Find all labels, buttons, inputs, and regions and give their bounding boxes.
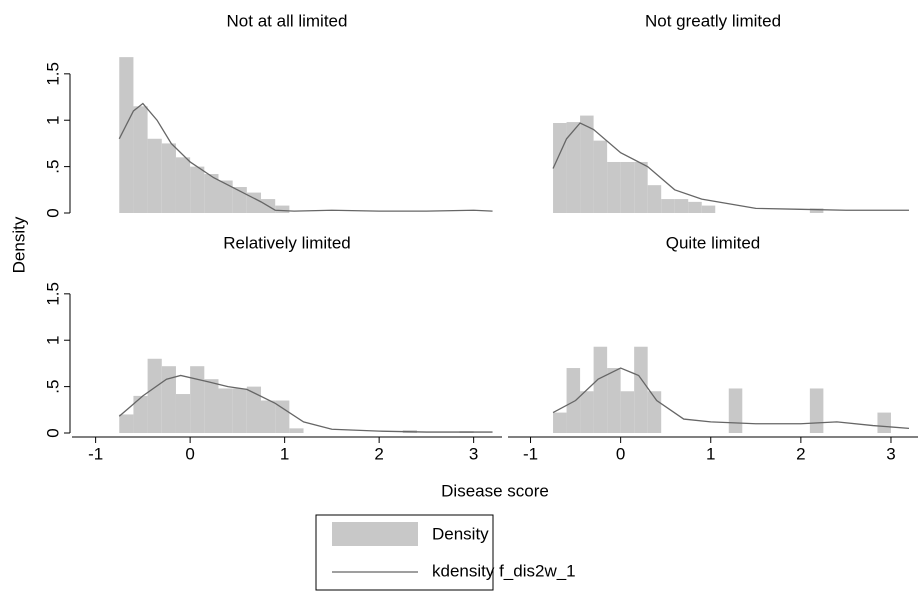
histogram-bar — [661, 199, 675, 213]
histogram-bar — [190, 366, 205, 433]
histogram-bar — [218, 180, 233, 213]
panel-title: Not greatly limited — [645, 11, 781, 30]
x-tick-label: -1 — [523, 444, 538, 463]
y-tick-label: 0 — [43, 208, 62, 217]
histogram-bar — [204, 379, 219, 433]
histogram-bar — [232, 388, 247, 433]
y-tick-label: .5 — [43, 160, 62, 174]
histogram-bar — [119, 414, 134, 433]
y-tick-label: 1.5 — [43, 62, 62, 86]
panel-title: Relatively limited — [223, 233, 351, 252]
histogram-bar — [147, 138, 162, 213]
panel-title: Quite limited — [666, 233, 760, 252]
histogram-bar — [161, 366, 176, 433]
x-tick-label: 2 — [374, 444, 383, 463]
histogram-bar — [261, 400, 276, 433]
histogram-bar — [119, 57, 134, 214]
histogram-bar — [674, 199, 689, 213]
histogram-bar — [175, 157, 191, 213]
y-tick-label: 0 — [43, 428, 62, 437]
x-tick-label: 3 — [886, 444, 895, 463]
histogram-bar — [607, 161, 621, 213]
histogram-bar — [190, 166, 205, 213]
histogram-bar — [877, 412, 891, 433]
histogram-bar — [289, 428, 304, 433]
y-tick-label: 1.5 — [43, 282, 62, 306]
x-tick-label: 2 — [796, 444, 805, 463]
histogram-bar — [809, 208, 824, 213]
histogram-bar — [688, 201, 702, 213]
histogram-bar — [701, 205, 716, 213]
histogram-bar — [133, 106, 148, 213]
histogram-bar — [634, 161, 648, 213]
kde-line — [552, 367, 910, 430]
histogram-bar — [553, 123, 567, 213]
histogram-bar — [133, 395, 148, 433]
histogram-bar — [634, 346, 648, 433]
histogram-bar — [566, 122, 581, 213]
x-axis-label: Disease score — [441, 481, 549, 500]
y-tick-label: 1 — [43, 115, 62, 124]
histogram-bar — [728, 388, 743, 433]
histogram-bar — [647, 185, 662, 213]
histogram-bar — [566, 368, 581, 433]
panel-title: Not at all limited — [227, 11, 348, 30]
legend-label: kdensity f_dis2w_1 — [432, 561, 576, 580]
histogram-bar — [161, 143, 176, 213]
x-tick-label: 0 — [185, 444, 194, 463]
histogram-bar — [147, 358, 162, 433]
x-tick-label: 0 — [616, 444, 625, 463]
histogram-bar — [175, 394, 191, 433]
x-tick-label: -1 — [88, 444, 103, 463]
y-tick-label: .5 — [43, 380, 62, 394]
x-tick-label: 3 — [469, 444, 478, 463]
histogram-bar — [275, 400, 290, 433]
histogram-bar — [607, 368, 621, 433]
histogram-bar — [275, 205, 290, 213]
histogram-bar — [620, 161, 635, 213]
histogram-bar — [593, 346, 608, 433]
histogram-bar — [580, 115, 594, 213]
kde-line — [118, 102, 493, 212]
histogram-bar — [246, 386, 262, 433]
legend-label: Density — [432, 524, 489, 543]
y-tick-label: 1 — [43, 335, 62, 344]
x-tick-label: 1 — [280, 444, 289, 463]
kde-line — [118, 374, 493, 433]
histogram-bar — [593, 140, 608, 213]
histogram-bar — [246, 192, 262, 213]
legend-swatch — [332, 522, 418, 546]
histogram-bar — [204, 174, 219, 213]
histogram-bar — [620, 391, 635, 433]
histogram-bar — [218, 388, 233, 433]
histogram-bar — [580, 391, 594, 433]
x-tick-label: 1 — [706, 444, 715, 463]
y-axis-label: Density — [9, 216, 28, 273]
kde-line — [552, 122, 909, 211]
histogram-bar — [809, 388, 824, 433]
histogram-bar — [553, 412, 567, 433]
